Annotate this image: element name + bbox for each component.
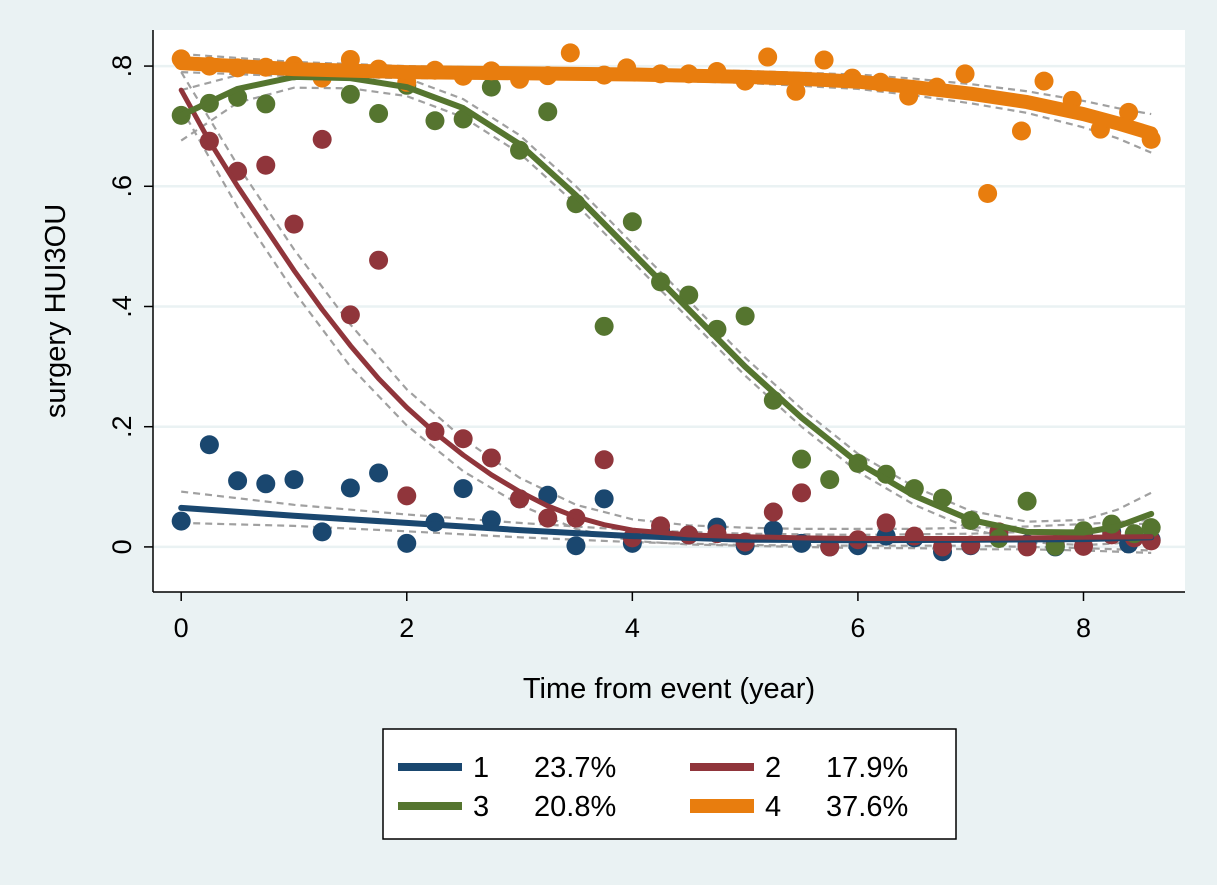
legend-pct-2: 17.9%	[826, 752, 908, 784]
legend: 1 23.7% 2 17.9% 3 20.8% 4 37.6%	[382, 728, 957, 840]
x-tick-label-0: 0	[174, 613, 189, 643]
series-2-point-3	[284, 214, 304, 234]
series-1-point-14	[566, 536, 586, 556]
series-1-point-2	[228, 471, 248, 491]
legend-pct-4: 37.6%	[826, 791, 908, 823]
x-axis-title: Time from event (year)	[523, 673, 815, 705]
series-2-point-14	[594, 450, 614, 470]
legend-group-3: 3	[473, 791, 489, 823]
x-tick-label-1: 2	[399, 613, 414, 643]
series-3-point-20	[735, 306, 755, 326]
series-4-point-21	[758, 47, 778, 67]
series-3-point-7	[369, 104, 389, 124]
y-axis-title: surgery HUI3OU	[40, 204, 72, 418]
series-4-point-34	[1119, 102, 1139, 122]
series-2-ci-upper	[180, 71, 1152, 530]
series-1-point-6	[340, 478, 360, 498]
series-3-point-11	[481, 77, 501, 97]
series-2-point-21	[792, 483, 812, 503]
legend-group-1: 1	[473, 752, 489, 784]
x-tick-label-3: 6	[850, 613, 865, 643]
series-2-point-2	[256, 155, 276, 175]
series-4-point-28	[955, 64, 975, 84]
series-3-point-3	[256, 94, 276, 114]
series-1-point-15	[594, 489, 614, 509]
series-2-ci-lower	[180, 107, 1152, 554]
series-2-point-7	[397, 486, 417, 506]
series-4-point-23	[814, 50, 834, 70]
series-2-point-5	[340, 305, 360, 325]
series-4-point-22	[786, 81, 806, 101]
series-3-point-30	[1017, 491, 1037, 511]
y-tick-label-3: .6	[107, 175, 137, 198]
series-4-fit-line	[174, 56, 1159, 141]
series-3-point-9	[425, 111, 445, 131]
legend-group-4: 4	[765, 791, 781, 823]
series-4-ci-lower	[181, 71, 1152, 154]
series-1-point-4	[284, 470, 304, 490]
series-2-point-20	[763, 502, 783, 522]
series-3-point-6	[340, 84, 360, 104]
legend-entries: 1 23.7% 2 17.9% 3 20.8% 4 37.6%	[398, 752, 908, 823]
series-2-point-6	[369, 250, 389, 270]
series-1-point-13	[538, 485, 558, 505]
series-2-fit-line	[178, 87, 1154, 541]
x-axis-ticks: 0 2 4 6 8	[174, 592, 1091, 643]
series-2-point-12	[538, 508, 558, 528]
series-1-point-8	[397, 533, 417, 553]
y-tick-label-0: 0	[107, 539, 137, 554]
legend-group-2: 2	[765, 752, 781, 784]
legend-pct-3: 20.8%	[534, 791, 616, 823]
series-4-point-29	[978, 183, 998, 203]
y-axis-ticks: 0 .2 .4 .6 .8	[107, 55, 153, 554]
series-3-point-18	[679, 285, 699, 305]
series-4-point-31	[1034, 71, 1054, 91]
y-tick-label-1: .2	[107, 415, 137, 438]
series-3-point-22	[792, 449, 812, 469]
series-2-point-24	[876, 513, 896, 533]
series-2-point-4	[312, 129, 332, 149]
series-4-point-14	[560, 43, 580, 63]
series-1-point-7	[369, 463, 389, 483]
series-3-point-23	[820, 470, 840, 490]
series-2-point-9	[453, 429, 473, 449]
series-1-point-10	[453, 479, 473, 499]
fit-lines	[174, 56, 1159, 544]
y-tick-label-4: .8	[107, 55, 137, 78]
series-3-fit-line	[178, 73, 1155, 536]
legend-pct-1: 23.7%	[534, 752, 616, 784]
x-tick-label-4: 8	[1076, 613, 1091, 643]
series-3-point-35	[1141, 518, 1161, 538]
y-tick-label-2: .4	[107, 295, 137, 318]
series-1-point-11	[481, 510, 501, 530]
series-1-point-3	[256, 474, 276, 494]
legend-box	[382, 728, 957, 840]
series-1-point-5	[312, 522, 332, 542]
x-tick-label-2: 4	[625, 613, 640, 643]
series-3-point-15	[594, 316, 614, 336]
series-2-point-10	[481, 448, 501, 468]
series-1-point-0	[171, 511, 191, 531]
series-3-point-16	[622, 212, 642, 232]
series-3-point-13	[538, 102, 558, 122]
series-4-point-30	[1011, 121, 1031, 141]
series-1-point-1	[199, 435, 219, 455]
